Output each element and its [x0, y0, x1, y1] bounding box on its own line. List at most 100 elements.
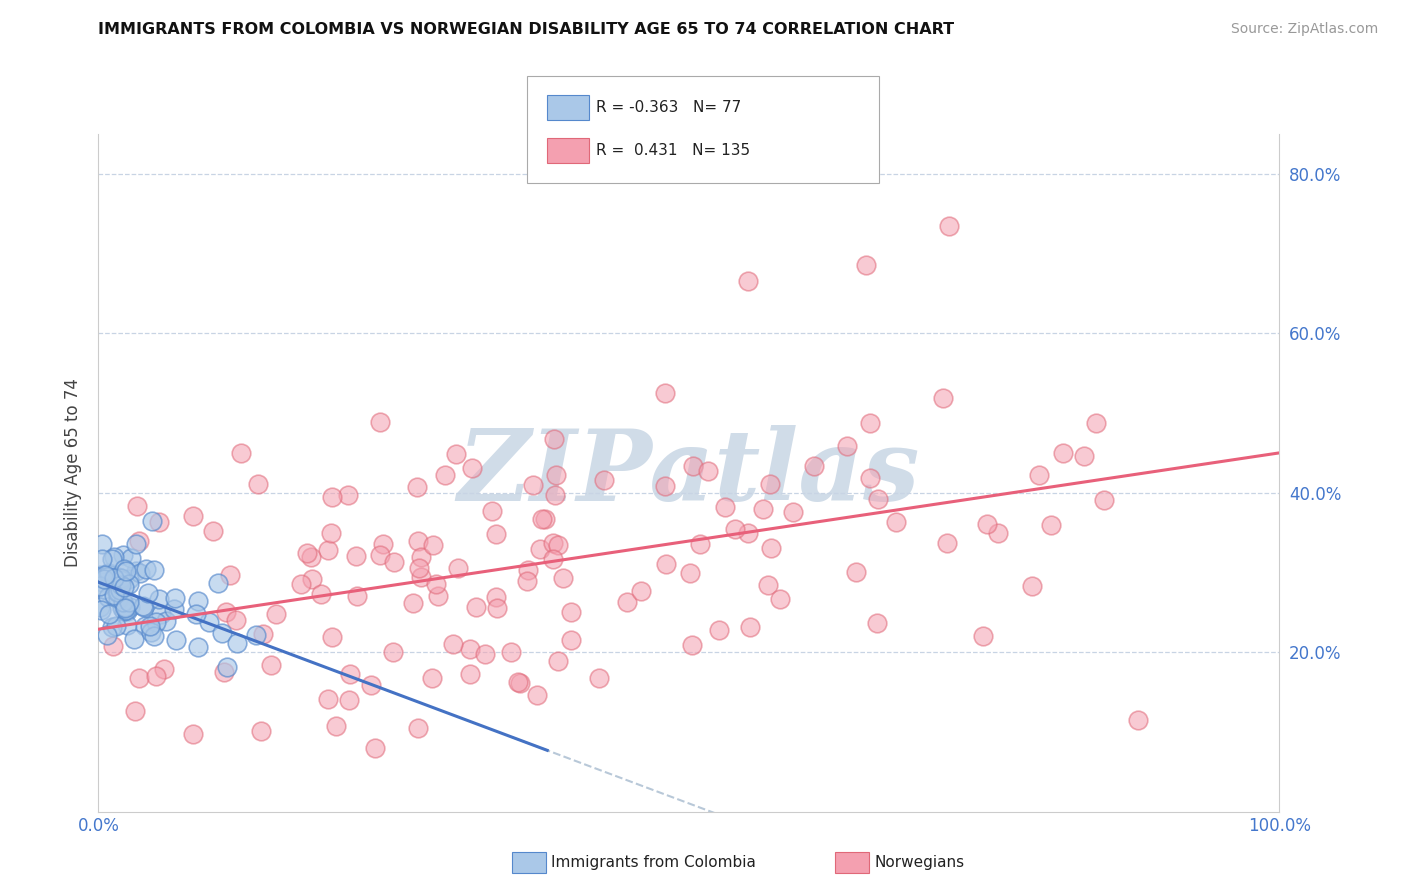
Point — [987, 526, 1010, 541]
Point — [370, 549, 392, 563]
Point — [344, 549, 367, 563]
Point — [697, 464, 720, 478]
Point — [198, 615, 221, 629]
Point — [252, 626, 274, 640]
Point — [1039, 518, 1062, 533]
Point — [218, 567, 240, 582]
Point — [89, 600, 111, 615]
Point — [110, 582, 132, 597]
Point — [682, 458, 704, 473]
Point — [114, 604, 136, 618]
Point — [103, 549, 125, 564]
Point — [337, 693, 360, 707]
Point — [756, 578, 779, 592]
Point — [759, 476, 782, 491]
Point — [752, 502, 775, 516]
Point — [309, 587, 332, 601]
Point — [148, 516, 170, 530]
Point — [709, 623, 731, 637]
Point — [124, 705, 146, 719]
Point — [837, 439, 859, 453]
Point — [135, 561, 157, 575]
Point — [141, 514, 163, 528]
Point — [541, 551, 564, 566]
Point — [187, 594, 209, 608]
Point — [368, 415, 391, 429]
Point — [90, 574, 112, 589]
Point — [260, 657, 283, 672]
Point — [402, 595, 425, 609]
Point — [134, 618, 156, 632]
Point — [474, 647, 496, 661]
Point — [630, 583, 652, 598]
Point — [122, 632, 145, 647]
Point — [409, 550, 432, 565]
Point — [215, 660, 238, 674]
Point — [128, 671, 150, 685]
Point — [163, 591, 186, 605]
Point — [360, 678, 382, 692]
Point — [371, 537, 394, 551]
Point — [118, 594, 141, 608]
Point — [111, 601, 134, 615]
Point — [90, 568, 112, 582]
Point — [295, 546, 318, 560]
Point — [446, 560, 468, 574]
Point — [422, 671, 444, 685]
Point — [593, 473, 616, 487]
Point — [547, 654, 569, 668]
Point — [91, 551, 114, 566]
Point — [461, 461, 484, 475]
Text: Norwegians: Norwegians — [875, 855, 965, 870]
Point — [529, 542, 551, 557]
Point — [616, 595, 638, 609]
Point — [938, 219, 960, 233]
Point — [107, 585, 129, 599]
Point — [506, 674, 529, 689]
Point — [120, 551, 142, 566]
Point — [560, 632, 582, 647]
Point — [107, 570, 129, 584]
Point — [118, 577, 141, 591]
Point — [143, 629, 166, 643]
Point — [325, 719, 347, 733]
Point — [681, 638, 703, 652]
Point — [128, 534, 150, 549]
Point — [560, 605, 582, 619]
Point — [522, 478, 544, 492]
Point — [215, 605, 238, 619]
Point — [98, 566, 121, 581]
Point — [427, 589, 450, 603]
Point — [97, 590, 120, 604]
Point — [541, 535, 564, 549]
Point — [382, 645, 405, 659]
Point — [107, 592, 129, 607]
Point — [143, 563, 166, 577]
Point — [339, 667, 361, 681]
Point — [405, 480, 427, 494]
Point — [181, 508, 204, 523]
Point — [845, 566, 868, 580]
Point — [100, 574, 122, 589]
Point — [433, 467, 456, 482]
Text: IMMIGRANTS FROM COLOMBIA VS NORWEGIAN DISABILITY AGE 65 TO 74 CORRELATION CHART: IMMIGRANTS FROM COLOMBIA VS NORWEGIAN DI… — [98, 22, 955, 37]
Point — [738, 620, 761, 634]
Point — [145, 669, 167, 683]
Point — [112, 548, 135, 562]
Point — [138, 618, 160, 632]
Point — [112, 595, 135, 609]
Point — [509, 676, 531, 690]
Point — [530, 512, 553, 526]
Point — [464, 599, 486, 614]
Point — [972, 630, 994, 644]
Point — [654, 386, 676, 401]
Point — [425, 576, 447, 591]
Point — [246, 476, 269, 491]
Point — [855, 259, 877, 273]
Point — [481, 503, 503, 517]
Point — [299, 549, 322, 564]
Point — [422, 538, 444, 552]
Point — [406, 534, 429, 549]
Point — [112, 561, 135, 575]
Point — [737, 525, 759, 540]
